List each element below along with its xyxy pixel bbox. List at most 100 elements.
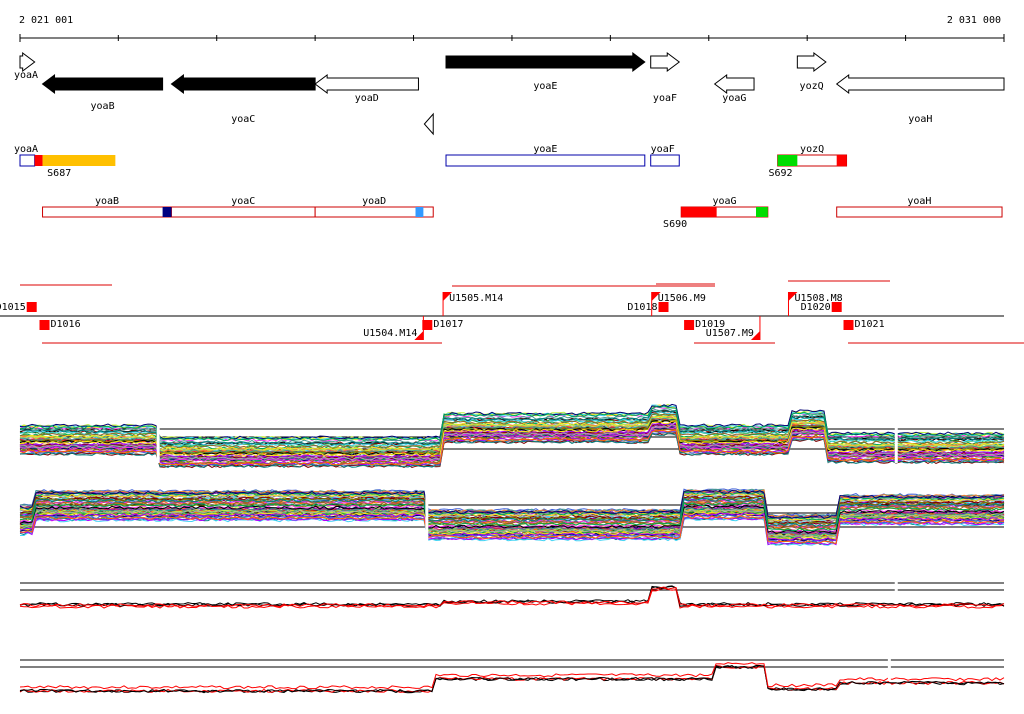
transcription-unit-label: U1504.M14 — [363, 328, 417, 339]
promoter-mark — [750, 331, 760, 340]
feature-label: yoaG — [712, 196, 736, 207]
coordinate-ruler: 2 021 001 2 031 000 — [19, 15, 1005, 42]
terminator-mark — [843, 320, 854, 330]
feature-mark — [836, 155, 847, 166]
terminator-mark — [658, 302, 669, 312]
lower-feature-track: yoaB yoaC yoaD yoaG yoaH S690 — [42, 196, 1003, 230]
expression-series-line — [19, 511, 1005, 540]
feature-mark — [777, 155, 798, 166]
feature-label: yoaC — [231, 196, 255, 207]
expression-series-line — [19, 662, 1005, 690]
transcription-unit-label: U1505.M14 — [449, 293, 503, 304]
feature-box — [836, 206, 1003, 218]
feature-label: yoaE — [533, 144, 557, 155]
gene-label: yozQ — [800, 81, 824, 92]
expression-series-line — [19, 497, 1005, 527]
transcription-unit-label: D1016 — [51, 319, 81, 330]
expression-panel — [19, 571, 1005, 609]
binding-site-label: S690 — [663, 219, 687, 230]
expression-series-line — [19, 432, 1005, 469]
expression-series-line — [19, 506, 1005, 536]
transcription-unit-label: D1021 — [855, 319, 885, 330]
expression-series-line — [19, 424, 1005, 461]
transcription-unit-track: D1015D1016U1504.M14D1017U1505.M14D1018U1… — [0, 280, 1024, 344]
feature-label: yozQ — [800, 144, 824, 155]
transcription-unit-label: D1018 — [627, 302, 657, 313]
feature-label: yoaH — [907, 196, 931, 207]
gene-arrow — [796, 52, 827, 72]
feature-box — [42, 206, 172, 218]
gene-arrow — [170, 74, 316, 94]
transcription-unit-label: U1506.M9 — [658, 293, 706, 304]
expression-series-line — [20, 405, 1005, 442]
promoter-mark — [788, 292, 798, 301]
gene-arrow — [314, 74, 419, 94]
expression-series-line — [19, 496, 1005, 525]
upper-feature-track: yoaA yoaE yoaF yozQ S687 S692 — [14, 144, 848, 179]
binding-site-label: S687 — [47, 168, 71, 179]
expression-series-line — [19, 586, 1005, 608]
terminator-mark — [26, 302, 37, 312]
terminator-mark — [422, 320, 433, 330]
binding-site-label: S692 — [769, 168, 793, 179]
feature-box — [314, 206, 434, 218]
gene-arrow — [19, 52, 36, 72]
feature-label: yoaA — [14, 144, 38, 155]
gene-annotation-track: yoaA yoaB yoaC yoaD yoaE yoaF yoaG yozQ yoaH — [14, 52, 1005, 136]
gene-arrow — [650, 52, 681, 72]
gene-label: yoaF — [653, 93, 677, 104]
feature-box — [650, 154, 680, 167]
expression-panel — [19, 403, 1005, 469]
transcription-unit-label: U1507.M9 — [706, 328, 754, 339]
feature-mark — [162, 207, 172, 217]
data-gap — [894, 571, 898, 604]
feature-label: yoaB — [95, 196, 119, 207]
expression-series-line — [19, 407, 1005, 444]
gene-arrow — [423, 112, 434, 136]
data-gap — [425, 493, 429, 541]
gene-label: yoaC — [231, 114, 255, 125]
data-gap — [887, 648, 891, 681]
expression-profile-track — [19, 403, 1005, 694]
promoter-mark — [414, 331, 424, 340]
feature-box — [19, 154, 36, 167]
promoter-mark — [651, 292, 661, 301]
transcription-unit-label: D1017 — [433, 319, 463, 330]
feature-mark — [681, 207, 717, 217]
gene-label: yoaA — [14, 70, 38, 81]
feature-mark — [756, 207, 768, 217]
feature-box — [170, 206, 316, 218]
terminator-mark — [831, 302, 842, 312]
expression-series-line — [19, 403, 1005, 440]
expression-series-line — [19, 429, 1005, 466]
expression-series-line — [19, 489, 1005, 519]
expression-series-line — [19, 416, 1005, 452]
transcription-unit-label: D1019 — [695, 319, 725, 330]
data-gap — [156, 417, 160, 463]
feature-box — [445, 154, 646, 167]
promoter-mark — [443, 292, 453, 301]
ruler-start-label: 2 021 001 — [19, 15, 73, 26]
gene-label: yoaD — [355, 93, 379, 104]
expression-series-line — [19, 585, 1005, 607]
gene-arrow — [41, 74, 164, 94]
expression-panel — [19, 648, 1005, 694]
feature-mark — [34, 155, 43, 166]
expression-series-line — [19, 514, 1005, 544]
transcription-unit-label: U1508.M8 — [794, 293, 842, 304]
gene-label: yoaB — [91, 101, 115, 112]
transcription-unit-label: D1015 — [0, 302, 26, 313]
gene-label: yoaG — [722, 93, 746, 104]
expression-series-line — [19, 664, 1005, 693]
expression-series-line — [19, 409, 1005, 446]
expression-series-line — [19, 426, 1005, 463]
gene-label: yoaE — [533, 81, 557, 92]
gene-label: yoaH — [908, 114, 932, 125]
gene-arrow — [713, 74, 755, 94]
terminator-mark — [39, 320, 50, 330]
feature-mark — [42, 155, 116, 166]
ruler-ticks — [19, 34, 1005, 42]
transcription-unit-label: D1020 — [801, 302, 831, 313]
terminator-mark — [684, 320, 695, 330]
